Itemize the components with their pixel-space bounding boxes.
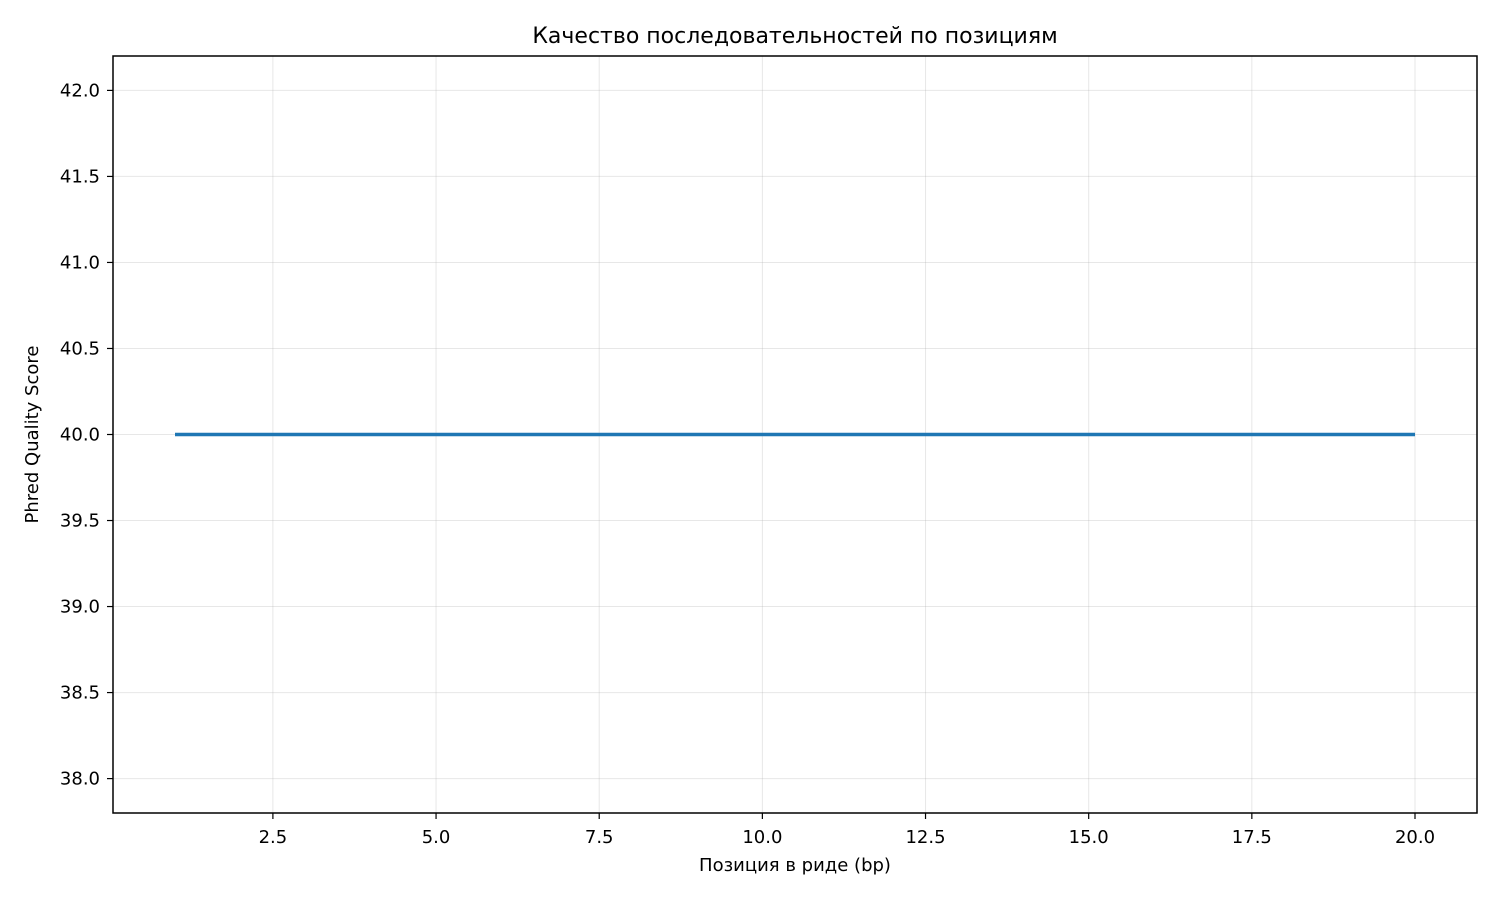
x-tick-label: 12.5 [905, 827, 945, 848]
x-tick-label: 5.0 [422, 827, 451, 848]
y-tick-label: 40.5 [60, 338, 100, 359]
x-tick-label: 17.5 [1232, 827, 1272, 848]
x-tick-label: 7.5 [585, 827, 614, 848]
x-tick-label: 20.0 [1395, 827, 1435, 848]
x-axis: 2.5 5.0 7.5 10.0 12.5 15.0 17.5 20.0 [259, 813, 1435, 848]
x-tick-label: 2.5 [259, 827, 288, 848]
y-axis-label: Phred Quality Score [22, 346, 43, 524]
chart-title: Качество последовательностей по позициям [532, 24, 1057, 49]
y-tick-label: 39.5 [60, 511, 100, 532]
y-tick-label: 38.5 [60, 683, 100, 704]
x-tick-label: 15.0 [1069, 827, 1109, 848]
x-axis-label: Позиция в риде (bp) [699, 855, 891, 876]
y-tick-label: 42.0 [60, 80, 100, 101]
y-tick-label: 40.0 [60, 425, 100, 446]
y-tick-label: 38.0 [60, 769, 100, 790]
y-axis: 38.0 38.5 39.0 39.5 40.0 40.5 41.0 41.5 42.0 [60, 80, 113, 790]
y-tick-label: 41.0 [60, 252, 100, 273]
y-tick-label: 39.0 [60, 597, 100, 618]
y-tick-label: 41.5 [60, 166, 100, 187]
x-tick-label: 10.0 [742, 827, 782, 848]
